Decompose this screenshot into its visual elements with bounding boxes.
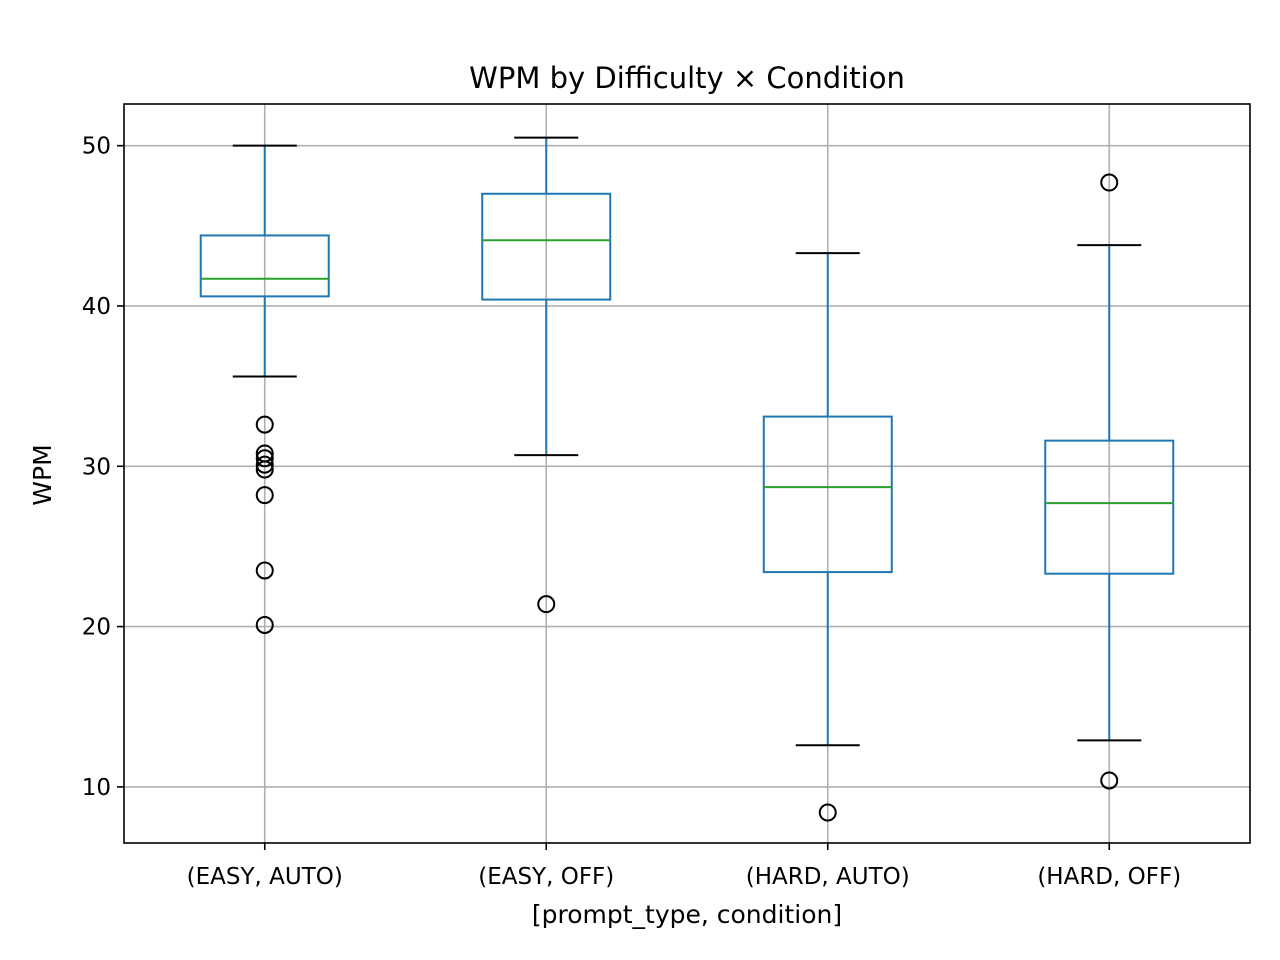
x-tick-label: (EASY, OFF) — [478, 864, 614, 890]
box-group — [199, 144, 330, 634]
outlier-point — [1100, 173, 1119, 192]
outlier-point — [1100, 771, 1119, 790]
y-tick-label: 10 — [82, 775, 111, 801]
outlier-point — [255, 415, 274, 434]
outlier-point — [255, 455, 274, 474]
outlier-point — [255, 460, 274, 479]
plot-area-frame — [123, 103, 1251, 844]
x-tick-label: (HARD, OFF) — [1037, 864, 1181, 890]
y-axis-label: WPM — [28, 444, 57, 505]
chart-title: WPM by Difficulty × Condition — [469, 61, 905, 95]
outlier-point — [255, 449, 274, 468]
outlier-point — [537, 595, 556, 614]
x-tick-label: (EASY, AUTO) — [187, 864, 343, 890]
outlier-point — [818, 803, 837, 822]
box-group — [481, 136, 612, 614]
outlier-point — [255, 486, 274, 505]
x-tick-label: (HARD, AUTO) — [746, 864, 910, 890]
y-tick-label: 40 — [82, 294, 111, 320]
boxes — [199, 136, 1175, 822]
outlier-point — [255, 561, 274, 580]
iqr-box — [199, 234, 330, 298]
box-group — [762, 252, 893, 822]
iqr-box — [762, 415, 893, 574]
box-group — [1044, 173, 1175, 790]
iqr-box — [1044, 439, 1175, 575]
y-tick-label: 20 — [82, 615, 111, 641]
iqr-box — [481, 192, 612, 301]
y-tick-label: 50 — [82, 134, 111, 160]
x-axis-label: [prompt_type, condition] — [532, 900, 842, 929]
ticks: 10 20 30 40 50 (EASY, AUTO) (EASY, OFF) (HARD, … — [82, 134, 1181, 890]
y-tick-label: 30 — [82, 454, 111, 480]
outlier-point — [255, 615, 274, 634]
